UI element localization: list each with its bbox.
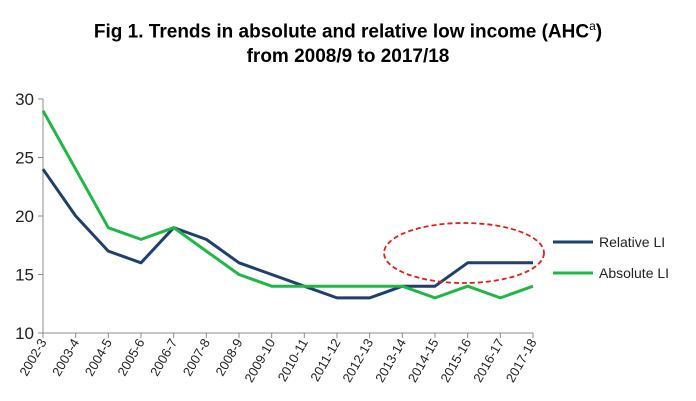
x-tick-label: 2008-9 <box>212 336 245 379</box>
x-tick-label: 2003-4 <box>49 336 82 379</box>
x-tick-label: 2014-15 <box>405 336 442 385</box>
x-tick-label: 2007-8 <box>180 336 213 379</box>
x-tick-label: 2009-10 <box>241 336 278 385</box>
annotation <box>383 222 545 284</box>
x-tick-label: 2012-13 <box>339 336 376 385</box>
title-line-1: Fig 1. Trends in absolute and relative l… <box>93 19 603 43</box>
title-line-2: from 2008/9 to 2017/18 <box>246 46 450 68</box>
highlight-ellipse <box>383 222 545 284</box>
x-tick-label: 2017-18 <box>503 336 540 385</box>
series-line-absolute-li <box>41 109 534 300</box>
x-tick-label: 2005-6 <box>114 336 147 379</box>
title-superscript: a <box>589 19 596 33</box>
x-tick-label: 2011-12 <box>307 336 343 384</box>
series-line-relative-li <box>41 168 533 300</box>
y-tick-label: 25 <box>15 149 34 168</box>
x-tick-labels: 2002-3 2003-4 2004-5 2005-6 2006-7 2007-8 2008… <box>16 336 539 385</box>
series-lines <box>41 109 534 300</box>
y-tick-label: 20 <box>15 207 34 226</box>
x-tick-label: 2006-7 <box>147 336 180 379</box>
legend-label: Relative LI <box>599 234 665 250</box>
x-tick-label: 2004-5 <box>82 336 115 379</box>
legend-label: Absolute LI <box>599 265 669 281</box>
x-tick-label: 2013-14 <box>372 336 409 385</box>
y-tick-labels: 10 15 20 25 30 <box>15 90 34 343</box>
y-tick-label: 10 <box>15 324 34 343</box>
axes <box>38 98 534 338</box>
x-tick-label: 2016-17 <box>470 336 507 385</box>
x-tick-label: 2010-11 <box>275 336 311 384</box>
x-tick-label: 2015-16 <box>437 336 474 385</box>
legend: Relative LI Absolute LI <box>553 234 669 281</box>
y-tick-label: 15 <box>15 266 34 285</box>
y-tick-label: 30 <box>15 90 34 109</box>
chart-title: Fig 1. Trends in absolute and relative l… <box>0 14 696 69</box>
